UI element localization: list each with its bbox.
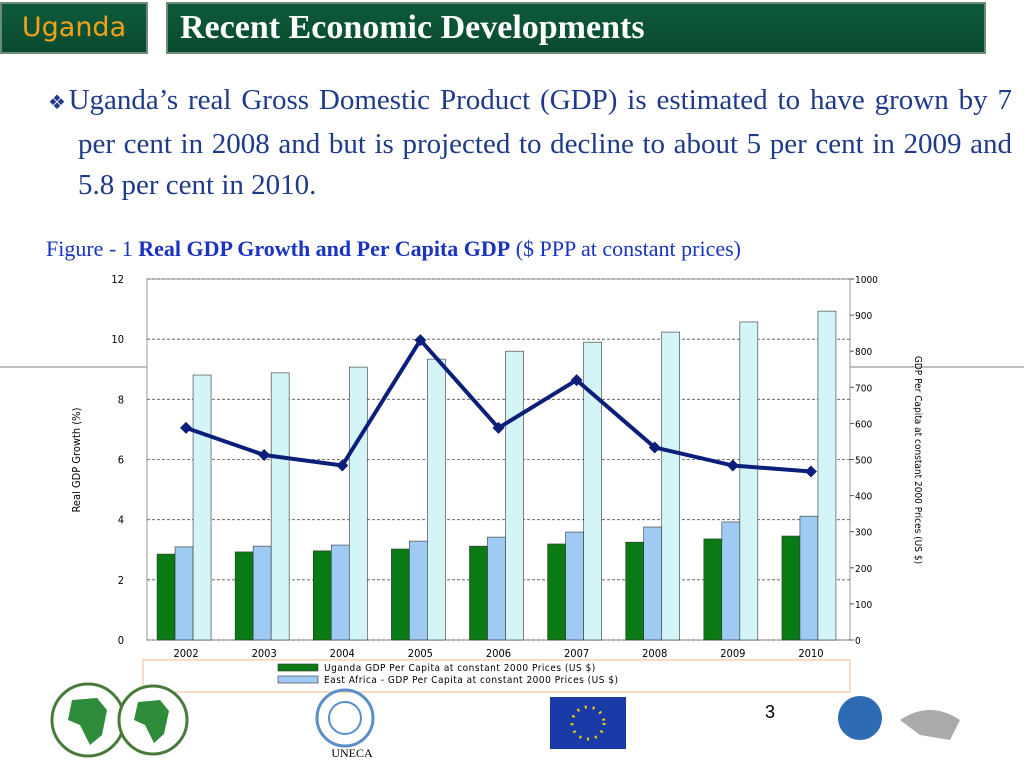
marker: [726, 459, 739, 472]
uneca-label: UNECA: [331, 746, 373, 760]
bar: [252, 545, 272, 641]
x-tick-label: 2009: [720, 647, 745, 660]
marker: [804, 465, 817, 478]
bar: [270, 372, 290, 641]
bar: [312, 550, 332, 641]
marker: [648, 441, 661, 454]
title: Recent Economic Developments: [180, 9, 645, 46]
title-box: Recent Economic Developments: [166, 2, 986, 54]
country: Uganda: [21, 12, 127, 43]
bar: [409, 540, 428, 641]
y-tick-label: 10: [111, 333, 124, 346]
y-tick-label: 4: [118, 514, 124, 527]
legend-swatch: [277, 675, 319, 684]
bar: [739, 321, 759, 641]
legend-swatch: [277, 663, 319, 672]
y2-tick-label: 800: [855, 347, 872, 358]
y-tick-label: 2: [118, 574, 124, 587]
y-tick-label: 0: [118, 634, 124, 647]
y2-tick-label: 200: [855, 564, 872, 575]
bar: [234, 551, 254, 641]
bar: [391, 548, 410, 641]
legend-label: Uganda GDP Per Capita at constant 2000 P…: [324, 663, 596, 674]
y2-tick-label: 100: [855, 600, 872, 611]
uneca-globe: [328, 701, 362, 735]
marker: [492, 421, 505, 434]
x-tick-label: 2008: [642, 647, 667, 660]
bar: [565, 531, 584, 641]
bar: [547, 543, 566, 641]
africa-icon: [134, 700, 169, 743]
y-tick-label: 8: [118, 393, 124, 406]
y2-axis-label: GDP Per Capita at constant 2000 Prices (…: [912, 356, 923, 564]
y2-tick-label: 0: [855, 636, 861, 647]
x-tick-label: 2003: [252, 647, 277, 660]
bar: [781, 535, 801, 641]
y2-tick-label: 600: [855, 419, 872, 430]
bar: [703, 538, 723, 641]
caption-suffix: ($ PPP at constant prices): [515, 236, 741, 261]
x-tick-label: 2010: [798, 647, 823, 660]
marker: [180, 421, 193, 434]
eu-flag: [550, 697, 626, 749]
bar: [799, 515, 819, 641]
marker: [570, 374, 583, 387]
bullet: ❖Uganda’s real Gross Domestic Product (G…: [48, 84, 1012, 201]
eu-stars: [570, 705, 606, 741]
bar: [156, 553, 176, 641]
bar: [192, 374, 212, 641]
bullet-text: Uganda’s real Gross Domestic Product (GD…: [68, 84, 1012, 201]
caption-bold: Real GDP Growth and Per Capita GDP: [138, 236, 511, 261]
page-number: 3: [765, 702, 775, 722]
y2-tick-label: 700: [855, 383, 872, 394]
y-tick-label: 6: [118, 454, 124, 467]
y2-tick-label: 500: [855, 456, 872, 467]
footer-logos: [50, 682, 960, 758]
y2-tick-label: 300: [855, 528, 872, 539]
y-tick-label: 12: [111, 273, 124, 286]
caption-prefix: Figure - 1: [46, 236, 133, 261]
bar: [505, 350, 524, 641]
marker: [258, 448, 271, 461]
bar: [721, 521, 741, 641]
bar: [427, 358, 446, 641]
y2-tick-label: 1000: [855, 275, 878, 286]
country-box: Uganda: [0, 2, 148, 54]
bar: [643, 526, 663, 641]
legend-label: East Africa - GDP Per Capita at constant…: [324, 675, 619, 686]
x-tick-label: 2002: [173, 647, 198, 660]
x-tick-label: 2005: [408, 647, 433, 660]
dev-centre-map: [900, 710, 960, 740]
y2-tick-label: 400: [855, 492, 872, 503]
x-tick-label: 2007: [564, 647, 589, 660]
bar: [583, 341, 602, 641]
oecd-logo: [838, 696, 882, 740]
bar: [174, 546, 194, 641]
caption: Figure - 1 Real GDP Growth and Per Capit…: [46, 236, 741, 262]
bar: [625, 541, 645, 641]
bar: [348, 366, 368, 641]
uneca-logo: [315, 688, 375, 748]
marker: [414, 334, 427, 347]
marker: [336, 459, 349, 472]
bar: [487, 536, 506, 641]
y-axis-label: Real GDP Growth (%): [70, 407, 83, 512]
bar: [330, 544, 350, 641]
y2-tick-label: 900: [855, 311, 872, 322]
africa-icon: [68, 698, 107, 745]
bar: [661, 331, 681, 641]
x-tick-label: 2004: [330, 647, 355, 660]
legend-box: [142, 659, 851, 693]
bar: [469, 545, 488, 641]
x-tick-label: 2006: [486, 647, 511, 660]
bar: [817, 310, 837, 641]
